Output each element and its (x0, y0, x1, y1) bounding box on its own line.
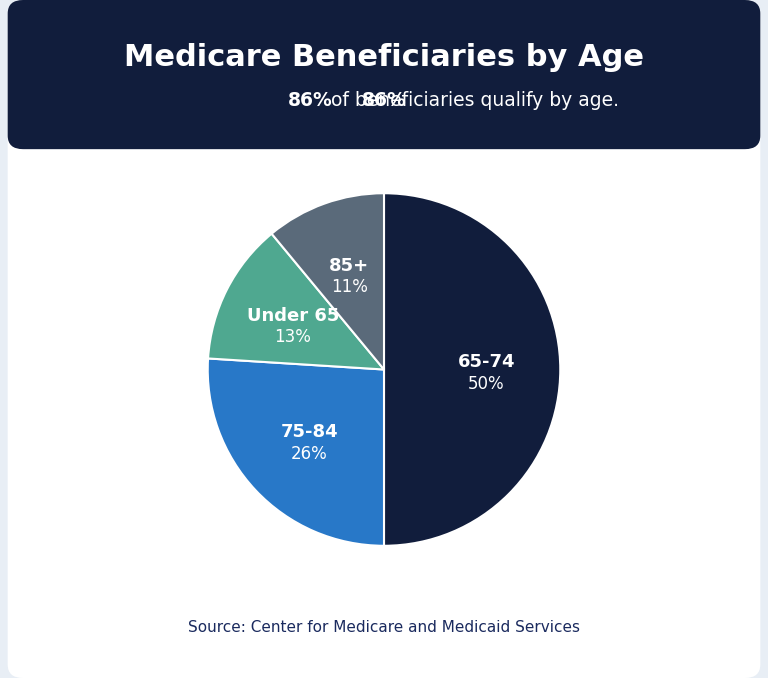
Text: 11%: 11% (331, 279, 368, 296)
Text: 86%: 86% (288, 91, 333, 110)
Text: 65-74: 65-74 (458, 353, 515, 372)
Wedge shape (207, 359, 384, 546)
Text: Under 65: Under 65 (247, 307, 339, 325)
Text: 86%: 86% (362, 91, 406, 110)
FancyBboxPatch shape (8, 0, 760, 678)
Text: 26%: 26% (291, 445, 328, 462)
Text: 50%: 50% (468, 375, 505, 393)
Text: Medicare Beneficiaries by Age: Medicare Beneficiaries by Age (124, 43, 644, 72)
Text: 13%: 13% (274, 328, 311, 346)
Text: of beneficiaries qualify by age.: of beneficiaries qualify by age. (325, 91, 619, 110)
Wedge shape (208, 234, 384, 370)
Wedge shape (384, 193, 561, 546)
Text: 75-84: 75-84 (280, 424, 338, 441)
Text: 85+: 85+ (329, 257, 369, 275)
Text: Source: Center for Medicare and Medicaid Services: Source: Center for Medicare and Medicaid… (188, 620, 580, 635)
FancyBboxPatch shape (8, 0, 760, 149)
Bar (23, 95, 745, 136)
Wedge shape (272, 193, 384, 370)
